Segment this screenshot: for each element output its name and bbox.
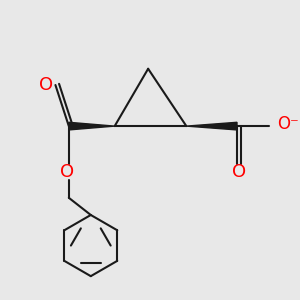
Text: O: O [39,76,53,94]
Text: O: O [60,163,74,181]
Polygon shape [186,122,237,130]
Text: O: O [232,163,246,181]
Text: O⁻: O⁻ [277,115,299,133]
Polygon shape [69,122,115,130]
